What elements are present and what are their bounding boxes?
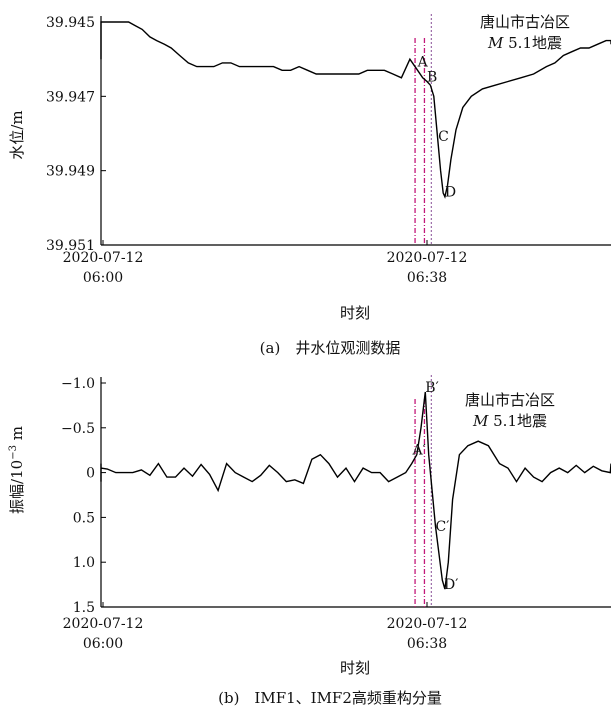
point-label: C′: [436, 519, 450, 535]
panel-a-xtick-0-date: 2020-07-12: [63, 250, 144, 266]
panel-b-series-line: [100, 391, 611, 590]
panel-b: −1.0 −0.5 0 0.5 1.0 1.5 A′ B′ C′ D′ 唐山市古冶区 M 5.1…: [8, 375, 611, 707]
panel-b-xtick-0-date: 2020-07-12: [63, 616, 144, 632]
panel-a: 39.945 39.947 39.949 39.951 AB C D 唐山市古冶区 M 5…: [8, 13, 611, 357]
panel-a-point-labels: AB C D: [417, 55, 457, 201]
y-tick-label: −1.0: [61, 376, 95, 392]
y-tick-label: 39.951: [46, 238, 95, 254]
panel-b-event-lines: [414, 375, 432, 607]
panel-a-event-label-line1: 唐山市古冶区: [480, 13, 570, 31]
panel-a-series-line: [100, 21, 611, 199]
panel-a-y-axis-label: 水位/m: [8, 110, 26, 159]
point-label: D: [445, 185, 456, 201]
point-label: A: [417, 55, 429, 71]
panel-a-xtick-1-date: 2020-07-12: [387, 250, 468, 266]
point-label: B′: [425, 380, 438, 396]
panel-b-xtick-0-time: 06:00: [83, 636, 123, 652]
y-tick-label: 1.5: [73, 600, 95, 616]
y-tick-label: 39.947: [46, 89, 95, 105]
panel-b-event-label-line1: 唐山市古冶区: [465, 391, 555, 409]
point-label: D′: [444, 577, 458, 593]
panel-b-point-labels: A′ B′ C′ D′: [412, 380, 459, 593]
panel-b-xtick-1-date: 2020-07-12: [387, 616, 468, 632]
point-label: C: [438, 129, 449, 145]
panel-b-xtick-1-time: 06:38: [407, 636, 447, 652]
y-tick-label: −0.5: [61, 421, 95, 437]
panel-a-caption: (a) 井水位观测数据: [260, 339, 401, 357]
y-tick-label: 0.5: [73, 510, 95, 526]
panel-a-xtick-0-time: 06:00: [83, 270, 123, 286]
panel-a-event-lines: [414, 14, 432, 245]
panel-b-axes: [100, 377, 611, 608]
panel-b-caption: (b) IMF1、IMF2高频重构分量: [218, 689, 442, 707]
y-tick-label: 39.945: [46, 15, 95, 31]
panel-b-y-axis-label: 振幅/10−3 m: [8, 426, 26, 514]
y-tick-label: 0: [86, 466, 95, 482]
y-tick-label: 1.0: [73, 555, 95, 571]
point-label: B: [427, 69, 437, 85]
panel-b-event-label-line2: M 5.1地震: [472, 412, 547, 430]
point-label: A′: [412, 443, 426, 459]
y-tick-label: 39.949: [46, 164, 95, 180]
panel-a-x-axis-label: 时刻: [340, 304, 370, 322]
panel-a-xtick-1-time: 06:38: [407, 270, 447, 286]
panel-a-event-label-line2: M 5.1地震: [487, 34, 562, 52]
panel-b-y-ticks: −1.0 −0.5 0 0.5 1.0 1.5: [61, 376, 106, 616]
panel-a-y-ticks: 39.945 39.947 39.949 39.951: [46, 15, 106, 254]
panel-b-x-axis-label: 时刻: [340, 659, 370, 677]
